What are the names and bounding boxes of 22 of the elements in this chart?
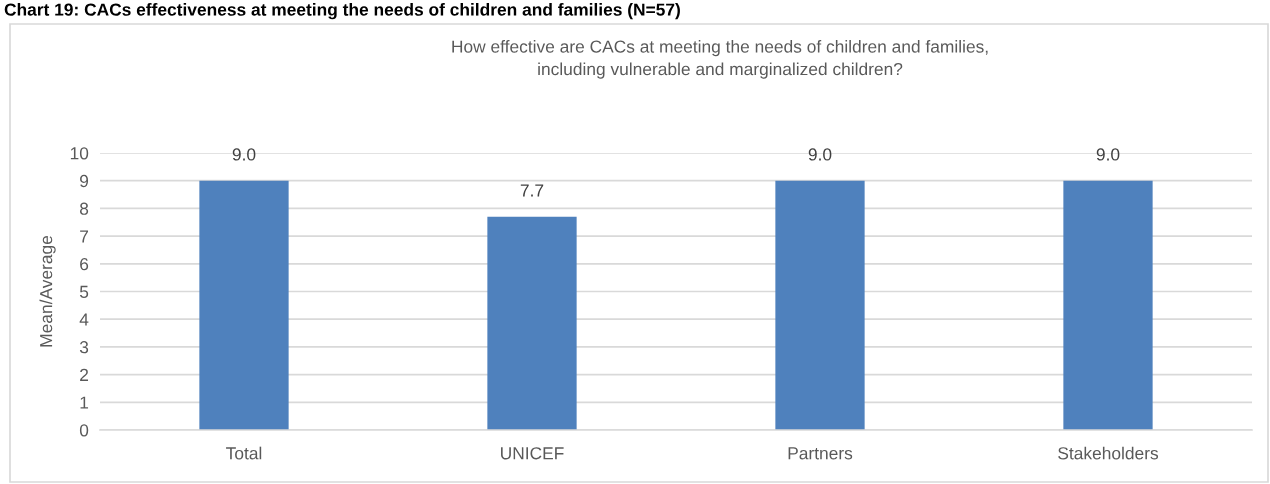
- y-tick-label: 3: [79, 341, 89, 354]
- y-tick-label: 9: [80, 174, 89, 188]
- chart-subtitle: How effective are CACs at meeting the needs of children and families, including vulnerable and marginalized children?: [452, 40, 988, 79]
- data-label: 9.0: [808, 148, 832, 161]
- chart-title: Chart 19: CACs effectiveness at meeting the needs of children and families (N=57): [4, 3, 680, 20]
- y-tick-label: 6: [80, 257, 89, 271]
- x-tick-label: Total: [226, 446, 262, 460]
- x-tick-label: Stakeholders: [1058, 446, 1159, 460]
- y-tick-label: 2: [80, 368, 89, 381]
- y-tick-label: 7: [80, 230, 89, 243]
- data-label: 7.7: [520, 184, 544, 197]
- y-tick-label: 1: [80, 396, 89, 409]
- y-axis-title: Mean/Average: [39, 235, 56, 347]
- y-tick-label: 0: [79, 424, 89, 437]
- y-tick-label: 4: [79, 313, 89, 326]
- x-tick-label: UNICEF: [501, 447, 564, 460]
- data-label: 9.0: [1096, 148, 1120, 161]
- y-tick-label: 10: [70, 147, 89, 160]
- y-tick-label: 8: [79, 202, 89, 215]
- y-tick-label: 5: [79, 285, 89, 298]
- data-label: 9.0: [232, 148, 256, 161]
- x-tick-label: Partners: [788, 447, 853, 460]
